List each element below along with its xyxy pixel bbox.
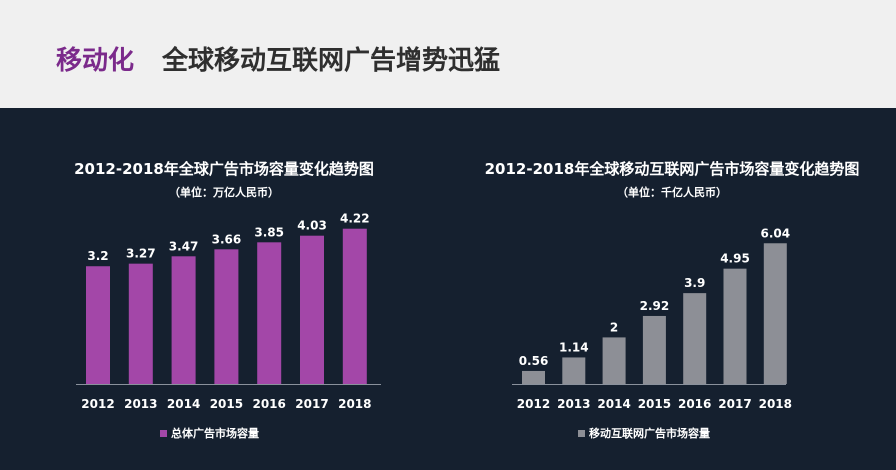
chart-unit: （单位：千亿人民币） [617,186,727,199]
total-ad-market-chart: 2012-2018年全球广告市场容量变化趋势图 （单位：万亿人民币） 3.2 20… [0,108,448,470]
x-tick-label: 2013 [124,397,157,411]
bar [214,249,239,384]
bar-chart-plot: 0.56 2012 1.14 2013 2 2014 2.92 2015 3.9 2016 4.95… [512,226,792,411]
bar [763,243,787,384]
page-header: 移动化 全球移动互联网广告增势迅猛 [0,0,896,108]
data-label: 4.95 [720,252,750,266]
data-label: 3.66 [212,232,242,246]
bar [642,315,666,384]
data-label: 2 [610,320,618,334]
bar [602,337,626,384]
data-label: 3.85 [254,225,284,239]
x-tick-label: 2012 [517,397,550,411]
chart-legend: 总体广告市场容量 [160,425,259,441]
bar [171,256,196,384]
chart-title: 2012-2018年全球移动互联网广告市场容量变化趋势图 [484,160,860,178]
bar [522,370,545,384]
data-label: 2.92 [640,299,670,313]
x-tick-label: 2018 [759,397,792,411]
bar [342,228,367,384]
bar-chart-plot: 3.2 2012 3.27 2013 3.47 2014 3.66 2015 3.85 2016 4… [76,212,381,411]
x-tick-label: 2016 [678,397,711,411]
x-tick-label: 2015 [638,397,671,411]
x-tick-label: 2014 [167,397,200,411]
bar [128,263,153,384]
data-label: 3.27 [126,247,156,261]
legend-swatch [160,429,167,437]
data-label: 0.56 [519,354,549,368]
data-label: 4.03 [297,219,327,233]
x-tick-label: 2018 [338,397,371,411]
x-tick-label: 2016 [252,397,285,411]
bar [257,242,282,384]
data-label: 6.04 [760,226,790,240]
bar [562,357,586,384]
data-label: 3.2 [87,249,108,263]
chart-unit: （单位：万亿人民币） [169,186,279,199]
legend-label: 移动互联网广告市场容量 [589,427,710,440]
x-tick-label: 2013 [557,397,590,411]
data-label: 3.9 [684,276,705,290]
x-tick-label: 2012 [81,397,114,411]
x-tick-label: 2017 [295,397,328,411]
chart-title: 2012-2018年全球广告市场容量变化趋势图 [74,160,374,178]
legend-label: 总体广告市场容量 [171,427,259,440]
x-tick-label: 2017 [718,397,751,411]
mobile-ad-market-chart: 2012-2018年全球移动互联网广告市场容量变化趋势图 （单位：千亿人民币） … [448,108,896,470]
data-label: 1.14 [559,340,589,354]
bar [683,293,707,384]
bar [723,268,747,384]
x-tick-label: 2014 [597,397,630,411]
bar [300,235,324,384]
page-title: 全球移动互联网广告增势迅猛 [162,46,501,76]
bar [86,266,110,384]
x-tick-label: 2015 [210,397,243,411]
chart-legend: 移动互联网广告市场容量 [578,425,710,441]
legend-swatch [578,429,585,437]
data-label: 3.47 [169,239,199,253]
data-label: 4.22 [340,212,370,226]
header-accent: 移动化 [56,46,135,76]
